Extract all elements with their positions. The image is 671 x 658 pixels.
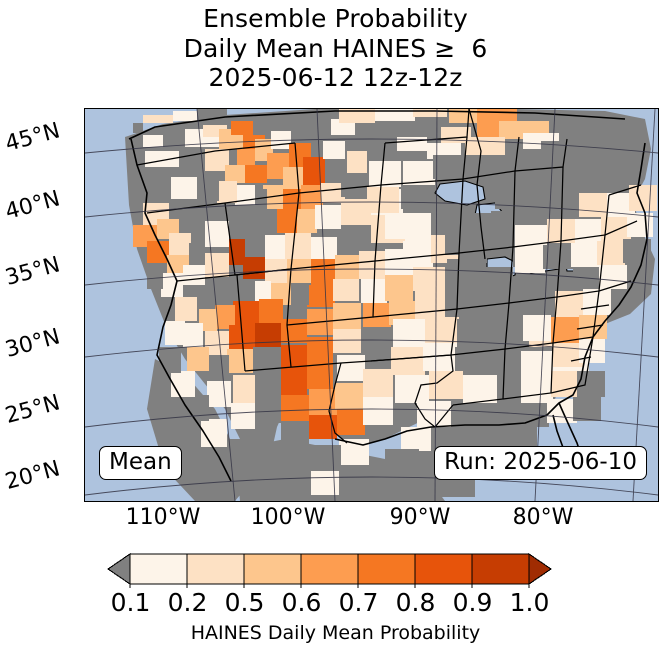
graticule (85, 109, 658, 501)
colorbar-axis-label: HAINES Daily Mean Probability (190, 622, 481, 644)
colorbar-tick-1: 0.2 (167, 588, 208, 617)
state-borders (136, 109, 642, 444)
lat-label-45n: 45°N (2, 118, 63, 157)
colorbar-under-arrow (106, 552, 131, 586)
colorbar-tick-2: 0.5 (224, 588, 265, 617)
lat-label-25n: 25°N (2, 390, 63, 429)
lat-label-35n: 35°N (2, 252, 63, 291)
map-panel[interactable]: Mean Run: 2025-06-10 (84, 108, 659, 502)
colorbar[interactable]: 0.1 0.2 0.5 0.6 0.7 0.8 0.9 1.0 HAINES D… (0, 552, 671, 658)
colorbar-tick-6: 0.9 (452, 588, 493, 617)
map-raster (85, 109, 658, 501)
colorbar-tick-5: 0.8 (395, 588, 436, 617)
title-line-2: Daily Mean HAINES ≥ 6 (183, 33, 488, 63)
colorbar-tick-3: 0.6 (281, 588, 322, 617)
colorbar-tick-0: 0.1 (110, 588, 151, 617)
title-line-3: 2025-06-12 12z-12z (208, 63, 463, 92)
colorbar-over-arrow (527, 552, 552, 586)
colorbar-tick-4: 0.7 (338, 588, 379, 617)
run-label-box[interactable]: Run: 2025-06-10 (434, 446, 647, 481)
colorbar-gradient (106, 552, 552, 588)
lat-label-20n: 20°N (2, 456, 63, 495)
lon-label-80w: 80°W (512, 505, 574, 530)
lat-label-30n: 30°N (2, 324, 63, 363)
lon-label-110w: 110°W (125, 505, 201, 530)
colorbar-tick-labels: 0.1 0.2 0.5 0.6 0.7 0.8 0.9 1.0 (0, 588, 671, 618)
lat-label-40n: 40°N (2, 186, 63, 225)
lon-label-90w: 90°W (389, 505, 451, 530)
mean-label-box[interactable]: Mean (99, 446, 182, 481)
colorbar-tick-7: 1.0 (509, 588, 550, 617)
title-line-1: Ensemble Probability (203, 4, 468, 33)
chart-title: Ensemble Probability Daily Mean HAINES ≥… (0, 4, 671, 93)
political-borders (128, 110, 648, 482)
lon-label-100w: 100°W (250, 505, 326, 530)
